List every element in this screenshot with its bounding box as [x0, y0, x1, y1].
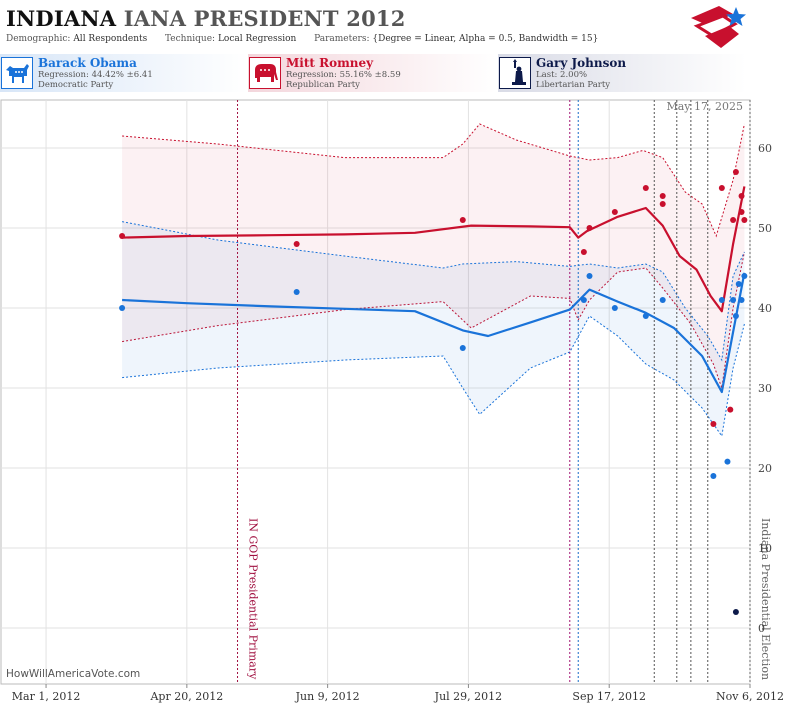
site-logo-icon: [691, 6, 746, 48]
x-tick-label: Nov 6, 2012: [716, 690, 784, 703]
poll-point: [586, 225, 593, 231]
poll-point: [738, 209, 745, 215]
chart-axes: 0 10 20 30 40 50 60 Mar 1, 2012 Apr 20, 2012 Jun …: [12, 142, 784, 703]
x-tick-label: Jul 29, 2012: [434, 690, 503, 703]
poll-point: [732, 169, 739, 175]
chart-header: INDIANA IANA PRESIDENT 2012 Demographic:…: [0, 0, 789, 54]
poll-point: [732, 609, 739, 615]
title-state: INDIANA: [6, 6, 117, 31]
legend-item-obama[interactable]: Barack Obama Regression: 44.42% ±6.41 De…: [0, 54, 248, 92]
poll-point: [741, 217, 748, 223]
candidate-name: Mitt Romney: [286, 56, 374, 70]
poll-point: [738, 297, 745, 303]
poll-point: [293, 289, 300, 295]
poll-point: [710, 473, 717, 479]
y-tick-label: 40: [758, 302, 772, 315]
annotation-label: Indiana Presidential Election: [759, 518, 772, 680]
x-tick-label: Mar 1, 2012: [12, 690, 81, 703]
poll-point: [459, 345, 466, 351]
demographic-value: All Respondents: [73, 34, 148, 44]
poll-point: [642, 313, 649, 319]
candidate-party: Republican Party: [286, 80, 360, 90]
candidate-party: Libertarian Party: [536, 80, 611, 90]
legend-item-romney[interactable]: Mitt Romney Regression: 55.16% ±8.59 Rep…: [248, 54, 496, 92]
parameters-line: Demographic: All Respondents Technique: …: [6, 34, 598, 44]
poll-point: [710, 421, 717, 427]
poll-point: [459, 217, 466, 223]
poll-point: [611, 305, 618, 311]
poll-point: [659, 201, 666, 207]
poll-point: [586, 273, 593, 279]
candidate-legend: Barack Obama Regression: 44.42% ±6.41 De…: [0, 54, 789, 94]
trend-lines: [122, 186, 746, 394]
donkey-icon: [1, 57, 33, 89]
technique-value: Local Regression: [217, 34, 297, 44]
candidate-name: Barack Obama: [38, 56, 137, 70]
watermark: HowWillAmericaVote.com: [6, 668, 141, 680]
title-race: IANA PRESIDENT 2012: [123, 6, 406, 31]
trend-line: [122, 272, 746, 394]
poll-point: [727, 406, 734, 413]
y-tick-label: 60: [758, 142, 772, 155]
poll-point: [580, 297, 587, 303]
trend-line: [122, 186, 746, 313]
event-lines: IN GOP Presidential Primary Indiana Presi…: [237, 100, 772, 684]
poll-point: [730, 217, 737, 223]
chart-grid: [0, 99, 751, 685]
poll-point: [738, 193, 745, 199]
upper-bound-line: [122, 221, 745, 362]
poll-points: [119, 169, 748, 615]
poll-point: [718, 297, 725, 303]
confidence-band: [122, 124, 745, 388]
plot-frame: [0, 99, 751, 685]
poll-point: [580, 249, 587, 255]
lower-bound-line: [122, 315, 745, 438]
y-tick-label: 30: [758, 382, 772, 395]
candidate-name: Gary Johnson: [536, 56, 627, 70]
parameters-value: {Degree = Linear, Alpha = 0.5, Bandwidth…: [372, 34, 599, 44]
candidate-party: Democratic Party: [38, 80, 114, 90]
poll-point: [119, 233, 126, 239]
x-tick-label: Apr 20, 2012: [149, 690, 223, 703]
lower-bound-line: [122, 251, 745, 389]
parameters-label: Parameters:: [314, 34, 370, 44]
upper-bound-line: [122, 123, 745, 238]
legend-item-johnson[interactable]: Gary Johnson Last: 2.00% Libertarian Par…: [498, 54, 746, 92]
technique-label: Technique:: [165, 34, 216, 44]
poll-point: [293, 241, 300, 247]
poll-point: [735, 281, 742, 287]
poll-point: [642, 185, 649, 191]
poll-point: [730, 297, 737, 303]
poll-point: [659, 193, 666, 199]
annotation-label: IN GOP Presidential Primary: [247, 518, 260, 680]
y-tick-label: 10: [758, 542, 772, 555]
poll-point: [659, 297, 666, 303]
candidate-stat: Regression: 55.16% ±8.59: [286, 70, 401, 80]
y-tick-label: 0: [758, 622, 765, 635]
poll-chart: IN GOP Presidential Primary Indiana Presi…: [0, 99, 784, 703]
elephant-icon: [249, 57, 281, 89]
poll-point: [611, 209, 618, 215]
poll-point: [732, 313, 739, 319]
poll-point: [724, 458, 731, 465]
poll-point: [718, 185, 725, 191]
statue-of-liberty-icon: [499, 57, 531, 89]
x-tick-label: Sep 17, 2012: [572, 690, 646, 703]
candidate-stat: Last: 2.00%: [536, 70, 588, 80]
y-tick-label: 20: [758, 462, 772, 475]
date-stamp: May 17, 2025: [666, 100, 743, 113]
y-tick-label: 50: [758, 222, 772, 235]
page-title: INDIANA IANA PRESIDENT 2012: [6, 6, 406, 31]
demographic-label: Demographic:: [6, 34, 71, 44]
poll-point: [741, 273, 748, 279]
poll-point: [119, 305, 126, 311]
candidate-stat: Regression: 44.42% ±6.41: [38, 70, 153, 80]
x-tick-label: Jun 9, 2012: [295, 690, 360, 703]
